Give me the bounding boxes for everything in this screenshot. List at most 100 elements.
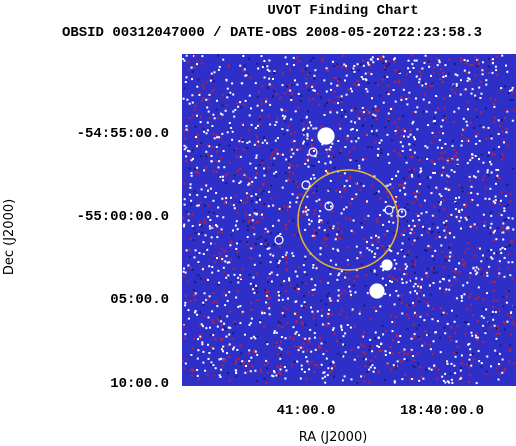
noise-pixel xyxy=(463,261,466,264)
noise-pixel xyxy=(430,231,433,234)
noise-pixel xyxy=(205,184,208,187)
noise-pixel xyxy=(459,369,462,372)
noise-pixel xyxy=(315,323,318,326)
noise-pixel xyxy=(244,99,247,102)
noise-pixel xyxy=(302,210,305,213)
noise-pixel xyxy=(396,279,399,282)
noise-pixel xyxy=(438,59,441,62)
noise-pixel xyxy=(248,273,251,276)
noise-pixel xyxy=(267,86,269,89)
noise-pixel xyxy=(486,292,488,295)
noise-pixel xyxy=(414,111,417,113)
noise-pixel xyxy=(212,347,215,350)
noise-pixel xyxy=(212,113,215,116)
noise-pixel xyxy=(237,281,240,284)
noise-pixel xyxy=(440,174,443,177)
noise-pixel xyxy=(249,222,252,225)
noise-pixel xyxy=(406,273,408,276)
noise-pixel xyxy=(236,102,239,105)
noise-pixel xyxy=(412,120,415,123)
noise-pixel xyxy=(384,292,387,295)
noise-pixel xyxy=(477,59,480,62)
noise-pixel xyxy=(327,324,330,327)
noise-pixel xyxy=(248,182,251,185)
noise-pixel xyxy=(189,267,192,269)
noise-pixel xyxy=(246,224,249,227)
noise-pixel xyxy=(264,227,267,230)
noise-pixel xyxy=(504,322,507,325)
noise-pixel xyxy=(386,363,389,366)
noise-pixel xyxy=(442,71,445,74)
noise-pixel xyxy=(412,355,415,357)
noise-pixel xyxy=(184,271,187,274)
noise-pixel xyxy=(270,149,273,152)
noise-pixel xyxy=(448,259,451,262)
noise-pixel xyxy=(368,368,371,371)
noise-pixel xyxy=(364,118,367,121)
noise-pixel xyxy=(285,179,288,182)
noise-pixel xyxy=(461,208,463,211)
noise-pixel xyxy=(460,60,463,62)
noise-pixel xyxy=(382,333,385,336)
noise-pixel xyxy=(245,365,247,367)
noise-pixel xyxy=(264,289,267,292)
noise-pixel xyxy=(258,164,261,166)
noise-pixel xyxy=(481,73,484,76)
noise-pixel xyxy=(443,114,446,117)
noise-pixel xyxy=(466,162,469,165)
noise-pixel xyxy=(315,231,318,234)
noise-pixel xyxy=(419,204,422,207)
noise-pixel xyxy=(285,269,288,272)
noise-pixel xyxy=(401,242,404,245)
noise-pixel xyxy=(278,259,281,262)
noise-pixel xyxy=(378,141,381,144)
noise-pixel xyxy=(450,158,453,161)
noise-pixel xyxy=(391,106,393,109)
noise-pixel xyxy=(414,366,417,369)
noise-pixel xyxy=(376,247,379,250)
noise-pixel xyxy=(259,115,262,118)
noise-pixel xyxy=(301,368,303,371)
noise-pixel xyxy=(205,150,208,153)
noise-pixel xyxy=(196,145,198,148)
noise-pixel xyxy=(475,97,478,100)
noise-pixel xyxy=(340,149,343,152)
noise-pixel xyxy=(332,227,335,230)
noise-pixel xyxy=(292,56,295,59)
noise-pixel xyxy=(460,227,462,230)
noise-pixel xyxy=(235,220,238,223)
noise-pixel xyxy=(211,125,214,127)
noise-pixel xyxy=(273,90,275,93)
noise-pixel xyxy=(186,98,189,101)
noise-pixel xyxy=(264,239,267,242)
noise-pixel xyxy=(240,106,243,109)
noise-pixel xyxy=(263,377,266,380)
noise-pixel xyxy=(263,167,265,170)
noise-pixel xyxy=(288,279,291,282)
noise-pixel xyxy=(292,180,295,183)
noise-pixel xyxy=(265,289,268,292)
noise-pixel xyxy=(246,229,249,232)
noise-pixel xyxy=(506,226,509,229)
noise-pixel xyxy=(254,337,257,340)
noise-pixel xyxy=(426,176,429,179)
noise-pixel xyxy=(512,228,515,231)
noise-pixel xyxy=(256,172,258,175)
noise-pixel xyxy=(458,196,461,199)
noise-pixel xyxy=(219,376,222,378)
noise-pixel xyxy=(356,129,358,132)
noise-pixel xyxy=(406,304,409,307)
noise-pixel xyxy=(209,79,212,82)
noise-pixel xyxy=(315,267,318,270)
noise-pixel xyxy=(489,160,491,163)
noise-pixel xyxy=(329,273,332,276)
noise-pixel xyxy=(404,373,407,376)
noise-pixel xyxy=(200,277,202,280)
noise-pixel xyxy=(390,214,393,217)
noise-pixel xyxy=(212,301,215,304)
noise-pixel xyxy=(364,352,367,355)
noise-pixel xyxy=(391,197,394,200)
noise-pixel xyxy=(496,74,499,76)
noise-pixel xyxy=(299,316,302,319)
noise-pixel xyxy=(312,83,315,86)
